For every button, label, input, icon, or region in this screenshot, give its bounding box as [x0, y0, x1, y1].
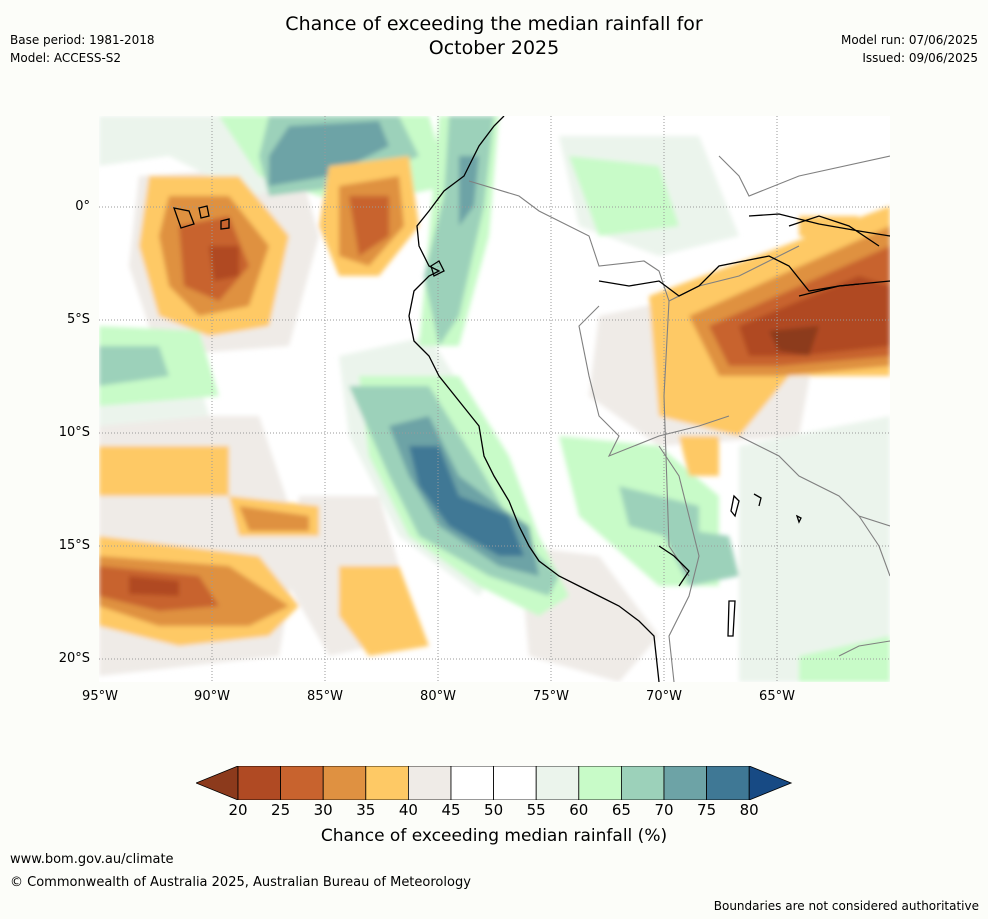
- map-title: Chance of exceeding the median rainfall …: [0, 12, 988, 60]
- map-svg: [99, 116, 890, 682]
- colorbar-tick-label: 30: [313, 801, 333, 819]
- model-name: Model: ACCESS-S2: [10, 51, 122, 65]
- colorbar-segment: [322, 765, 367, 801]
- base-period: Base period: 1981-2018: [10, 33, 155, 47]
- lon-label-70w: 70°W: [646, 689, 682, 704]
- lon-label-75w: 75°W: [533, 689, 569, 704]
- footer-url[interactable]: www.bom.gov.au/climate: [10, 852, 174, 867]
- colorbar-segment: [620, 765, 665, 801]
- colorbar-arrow-high: [748, 765, 793, 801]
- meta-left: Base period: 1981-2018 Model: ACCESS-S2: [10, 31, 155, 67]
- lon-label-85w: 85°W: [307, 689, 343, 704]
- colorbar-tick-label: 40: [398, 801, 418, 819]
- colorbar-tick-label: 75: [697, 801, 717, 819]
- colorbar-tick-label: 70: [654, 801, 674, 819]
- issued-date: Issued: 09/06/2025: [862, 51, 978, 65]
- coastline: [173, 116, 890, 682]
- lon-label-90w: 90°W: [194, 689, 230, 704]
- model-run: Model run: 07/06/2025: [840, 33, 978, 47]
- lat-label-0: 0°: [75, 199, 90, 214]
- lon-label-80w: 80°W: [420, 689, 456, 704]
- colorbar-tick-label: 60: [569, 801, 589, 819]
- colorbar-tick-label: 65: [611, 801, 631, 819]
- colorbar-segment: [663, 765, 707, 801]
- colorbar-tick-label: 55: [526, 801, 546, 819]
- colorbar-title: Chance of exceeding median rainfall (%): [320, 826, 668, 846]
- colorbar-arrow-low: [194, 765, 239, 801]
- colorbar-tick-label: 80: [739, 801, 759, 819]
- lat-label-15s: 15°S: [58, 538, 90, 553]
- colorbar-segment: [706, 765, 750, 801]
- footer-copyright: © Commonwealth of Australia 2025, Austra…: [10, 875, 471, 890]
- colorbar-segment: [365, 765, 409, 801]
- colorbar-segment: [493, 765, 537, 801]
- colorbar-tick-label: 35: [356, 801, 376, 819]
- footer-disclaimer: Boundaries are not considered authoritat…: [713, 899, 979, 913]
- colorbar-svg: [194, 765, 793, 801]
- colorbar: [194, 765, 794, 801]
- colorbar-segment: [280, 765, 324, 801]
- title-line-2: October 2025: [428, 37, 560, 59]
- colorbar-tick-label: 50: [484, 801, 504, 819]
- lat-label-20s: 20°S: [58, 651, 90, 666]
- colorbar-segment: [535, 765, 580, 801]
- meta-right: Model run: 07/06/2025 Issued: 09/06/2025: [841, 31, 978, 67]
- colorbar-segment: [237, 765, 281, 801]
- colorbar-tick-label: 45: [441, 801, 461, 819]
- colorbar-tick-label: 25: [271, 801, 291, 819]
- colorbar-segment: [578, 765, 622, 801]
- lat-label-10s: 10°S: [58, 425, 90, 440]
- lon-label-95w: 95°W: [82, 689, 118, 704]
- title-line-1: Chance of exceeding the median rainfall …: [285, 13, 703, 35]
- probability-fields: [99, 116, 890, 682]
- colorbar-segment: [407, 765, 452, 801]
- lon-label-65w: 65°W: [759, 689, 795, 704]
- rainfall-map: [99, 116, 890, 682]
- colorbar-segment: [450, 765, 494, 801]
- colorbar-tick-label: 20: [228, 801, 248, 819]
- lat-label-5s: 5°S: [66, 312, 90, 327]
